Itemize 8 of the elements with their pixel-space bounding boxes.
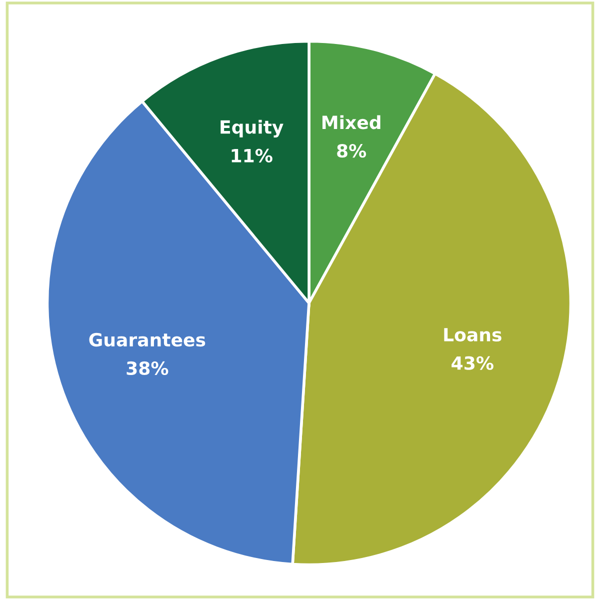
data-label: 11%: [232, 148, 272, 162]
slice-label: Mixed: [322, 115, 380, 130]
slice-label: Loans: [444, 328, 502, 342]
data-label: 43%: [452, 356, 494, 370]
slice-label: Guarantees: [89, 332, 206, 347]
slice-label: Equity: [220, 120, 284, 138]
data-label: 38%: [126, 361, 168, 376]
data-label: 8%: [337, 144, 366, 158]
